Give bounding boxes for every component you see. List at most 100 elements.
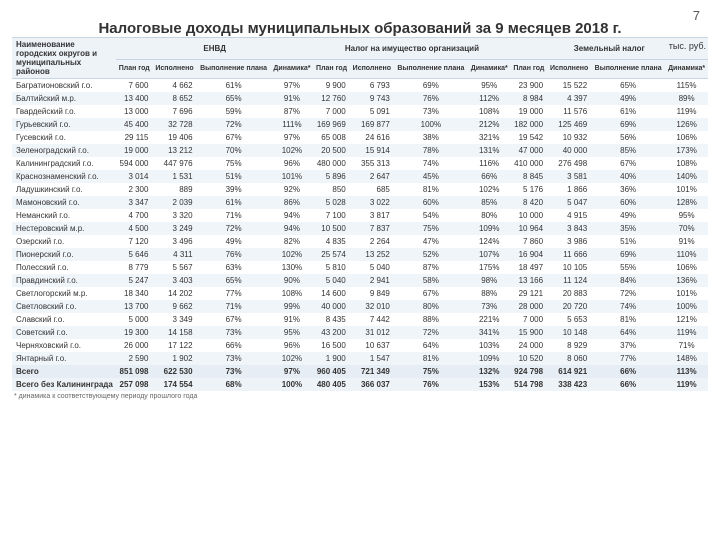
- subcol: Динамика*: [271, 59, 314, 78]
- cell: 51%: [197, 170, 271, 183]
- cell: 3 249: [152, 222, 196, 235]
- cell: 95%: [468, 79, 511, 93]
- cell: 63%: [197, 261, 271, 274]
- cell: 108%: [468, 105, 511, 118]
- cell: 9 743: [350, 92, 394, 105]
- cell: 13 400: [116, 92, 152, 105]
- table-row: Ладушкинский г.о.2 30088939%92%85068581%…: [12, 183, 708, 196]
- cell: 4 835: [313, 235, 349, 248]
- cell: 64%: [394, 339, 468, 352]
- cell: 20 720: [547, 300, 591, 313]
- cell: 67%: [197, 131, 271, 144]
- footnote: * динамика к соответствующему периоду пр…: [0, 391, 720, 400]
- cell: 66%: [197, 339, 271, 352]
- cell: 66%: [591, 365, 665, 378]
- cell: 28 000: [511, 300, 547, 313]
- cell: 15 914: [350, 144, 394, 157]
- cell: 106%: [665, 261, 708, 274]
- cell: 94%: [271, 209, 314, 222]
- page-title: Налоговые доходы муниципальных образован…: [0, 0, 720, 37]
- cell: 103%: [468, 339, 511, 352]
- cell: 60%: [394, 196, 468, 209]
- cell: 622 530: [152, 365, 196, 378]
- cell: 1 902: [152, 352, 196, 365]
- row-name: Янтарный г.о.: [12, 352, 116, 365]
- cell: 2 647: [350, 170, 394, 183]
- cell: 614 921: [547, 365, 591, 378]
- cell: 45 400: [116, 118, 152, 131]
- table-row: Багратионовский г.о.7 6004 66261%97%9 90…: [12, 79, 708, 93]
- cell: 78%: [394, 144, 468, 157]
- subcol: Выполнение плана: [197, 59, 271, 78]
- cell: 116%: [468, 157, 511, 170]
- cell: 4 662: [152, 79, 196, 93]
- table-row: Озерский г.о.7 1203 49649%82%4 8352 2644…: [12, 235, 708, 248]
- cell: 8 435: [313, 313, 349, 326]
- cell: 10 105: [547, 261, 591, 274]
- row-name: Озерский г.о.: [12, 235, 116, 248]
- table-row: Краснознаменский г.о.3 0141 53151%101%5 …: [12, 170, 708, 183]
- cell: 13 252: [350, 248, 394, 261]
- cell: 125 469: [547, 118, 591, 131]
- cell: 109%: [468, 222, 511, 235]
- cell: 108%: [271, 287, 314, 300]
- cell: 19 542: [511, 131, 547, 144]
- cell: 95%: [665, 209, 708, 222]
- cell: 75%: [394, 222, 468, 235]
- cell: 3 581: [547, 170, 591, 183]
- cell: 23 900: [511, 79, 547, 93]
- cell: 119%: [665, 105, 708, 118]
- cell: 59%: [197, 105, 271, 118]
- cell: 410 000: [511, 157, 547, 170]
- cell: 594 000: [116, 157, 152, 170]
- cell: 8 929: [547, 339, 591, 352]
- row-name: Славский г.о.: [12, 313, 116, 326]
- row-name: Неманский г.о.: [12, 209, 116, 222]
- cell: 58%: [394, 274, 468, 287]
- cell: 81%: [394, 352, 468, 365]
- group-envd: ЕНВД: [116, 38, 313, 60]
- cell: 119%: [665, 378, 708, 391]
- cell: 321%: [468, 131, 511, 144]
- row-name: Гурьевский г.о.: [12, 118, 116, 131]
- cell: 11 576: [547, 105, 591, 118]
- cell: 20 883: [547, 287, 591, 300]
- cell: 3 320: [152, 209, 196, 222]
- cell: 91%: [271, 92, 314, 105]
- subcol: Исполнено: [547, 59, 591, 78]
- cell: 47%: [394, 235, 468, 248]
- cell: 43 200: [313, 326, 349, 339]
- cell: 19 300: [116, 326, 152, 339]
- cell: 29 115: [116, 131, 152, 144]
- cell: 4 397: [547, 92, 591, 105]
- cell: 71%: [197, 300, 271, 313]
- cell: 77%: [197, 287, 271, 300]
- cell: 447 976: [152, 157, 196, 170]
- row-name: Гусевский г.о.: [12, 131, 116, 144]
- cell: 9 662: [152, 300, 196, 313]
- cell: 76%: [394, 92, 468, 105]
- subcol: Динамика*: [468, 59, 511, 78]
- cell: 119%: [665, 326, 708, 339]
- cell: 56%: [591, 131, 665, 144]
- cell: 84%: [591, 274, 665, 287]
- table-row: Гурьевский г.о.45 40032 72872%111%169 96…: [12, 118, 708, 131]
- cell: 17 122: [152, 339, 196, 352]
- cell: 37%: [591, 339, 665, 352]
- cell: 14 158: [152, 326, 196, 339]
- cell: 112%: [468, 92, 511, 105]
- cell: 115%: [665, 79, 708, 93]
- cell: 100%: [665, 300, 708, 313]
- cell: 3 014: [116, 170, 152, 183]
- cell: 76%: [197, 248, 271, 261]
- cell: 1 866: [547, 183, 591, 196]
- cell: 18 340: [116, 287, 152, 300]
- cell: 85%: [591, 144, 665, 157]
- row-name: Полесский г.о.: [12, 261, 116, 274]
- cell: 40 000: [313, 300, 349, 313]
- cell: 132%: [468, 365, 511, 378]
- cell: 3 986: [547, 235, 591, 248]
- cell: 11 124: [547, 274, 591, 287]
- cell: 52%: [394, 248, 468, 261]
- cell: 10 520: [511, 352, 547, 365]
